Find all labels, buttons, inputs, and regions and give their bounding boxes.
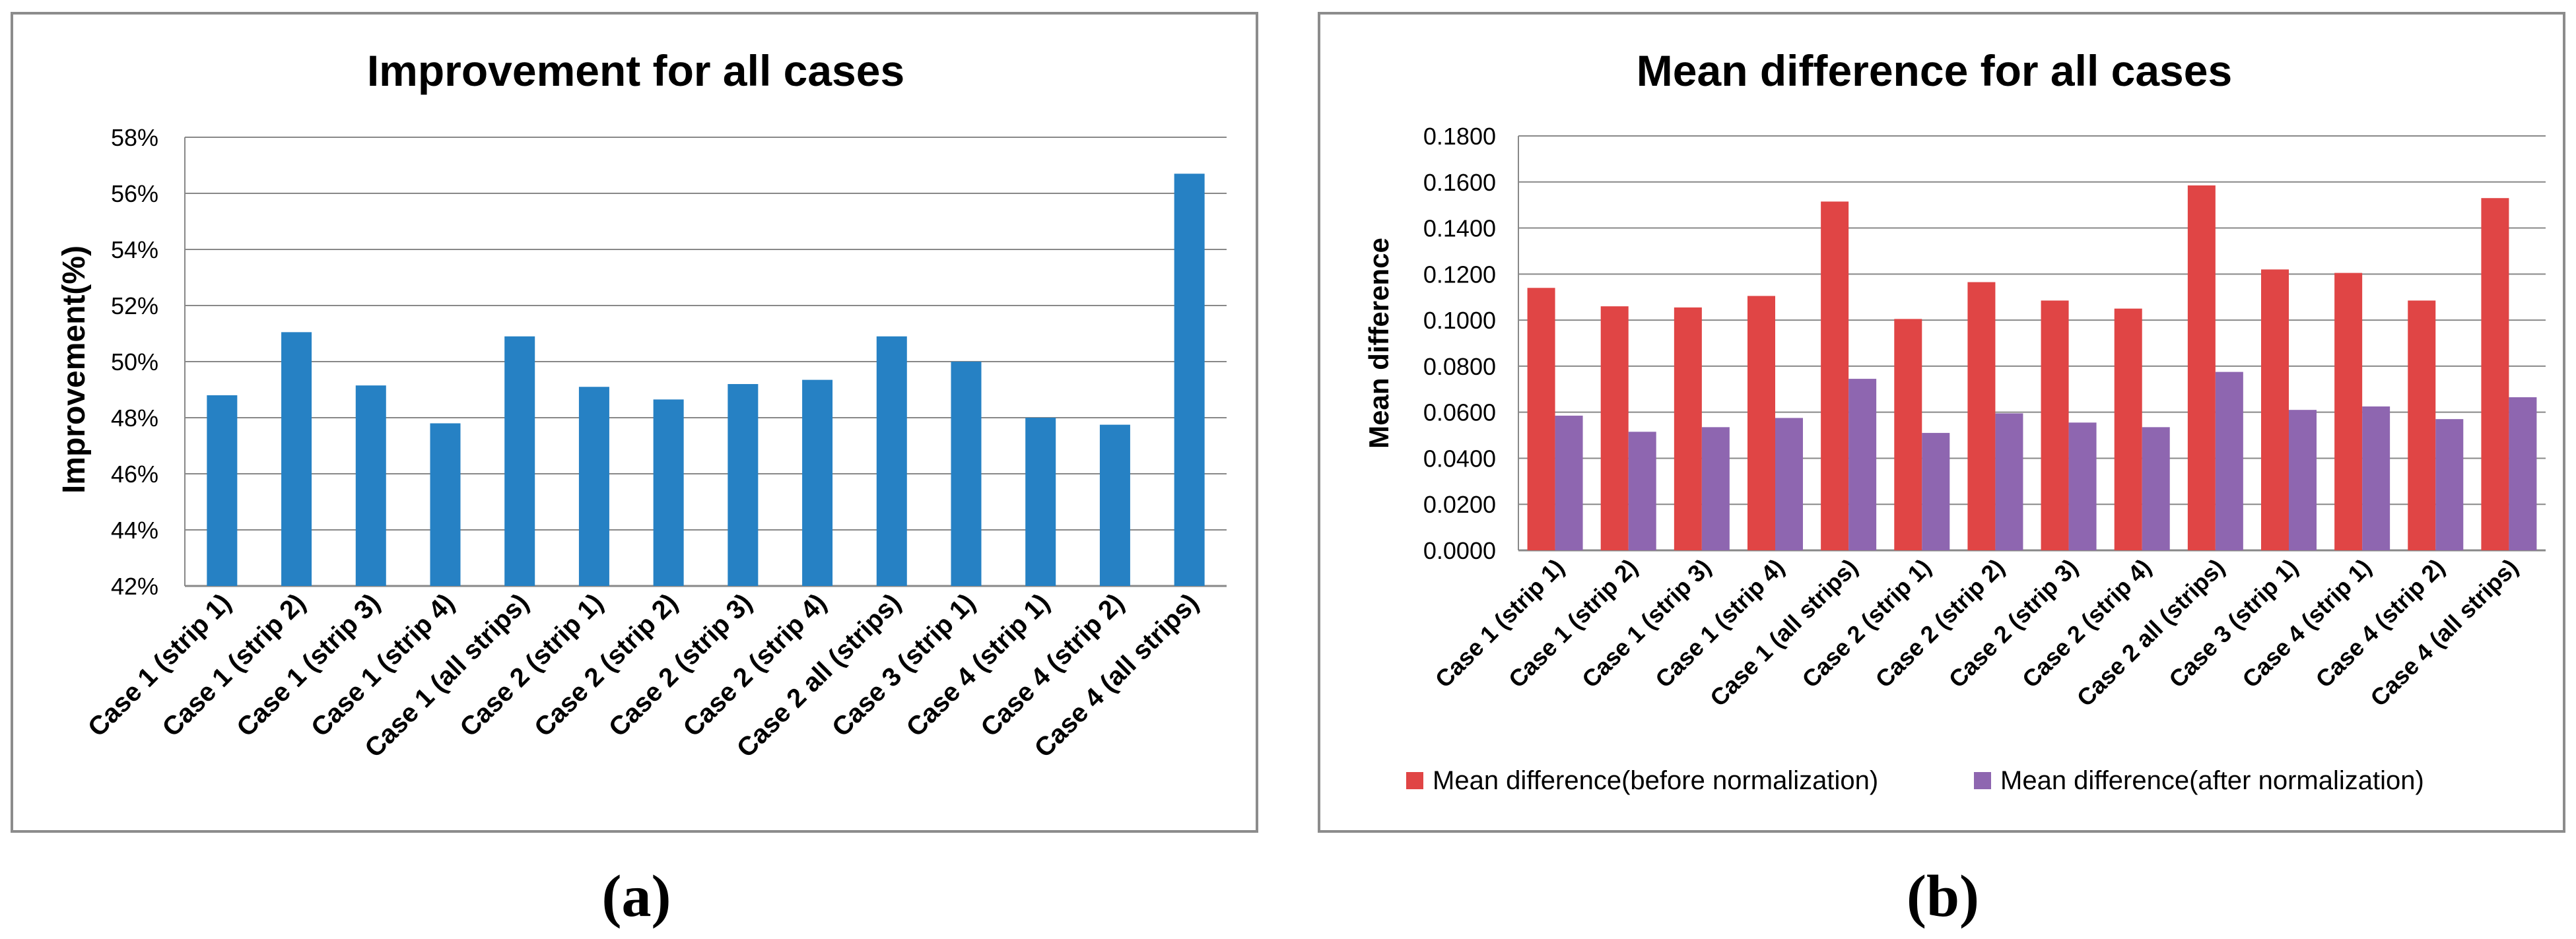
bar-after bbox=[1995, 413, 2023, 550]
chart-b-frame bbox=[1318, 12, 2565, 833]
bar-improvement bbox=[1174, 174, 1205, 586]
y-tick-label: 0.0000 bbox=[1423, 537, 1496, 564]
chart-b-y-axis-label: Mean difference bbox=[1363, 238, 1394, 449]
bar-after bbox=[1775, 418, 1803, 550]
y-tick-label: 0.1400 bbox=[1423, 215, 1496, 242]
y-tick-label: 0.1000 bbox=[1423, 307, 1496, 334]
legend-swatch bbox=[1406, 772, 1423, 789]
legend-label: Mean difference(after normalization) bbox=[2000, 766, 2424, 795]
bar-improvement bbox=[1025, 418, 1056, 586]
bar-before bbox=[2187, 185, 2216, 550]
bar-after bbox=[2435, 419, 2464, 550]
y-tick-label: 58% bbox=[111, 124, 158, 151]
y-tick-label: 44% bbox=[111, 517, 158, 544]
bar-before bbox=[2041, 300, 2069, 550]
y-tick-label: 56% bbox=[111, 180, 158, 207]
bar-improvement bbox=[728, 384, 759, 586]
bar-after bbox=[1628, 432, 1656, 550]
bar-before bbox=[1527, 288, 1555, 550]
bar-before bbox=[2481, 198, 2509, 550]
bar-before bbox=[1674, 307, 1702, 550]
y-tick-label: 0.1200 bbox=[1423, 261, 1496, 288]
bar-before bbox=[2408, 300, 2436, 550]
y-tick-label: 50% bbox=[111, 348, 158, 375]
bar-after bbox=[2509, 397, 2537, 550]
bar-after bbox=[2142, 427, 2170, 550]
bar-improvement bbox=[430, 423, 461, 586]
chart-b-legend: Mean difference(before normalization) Mea… bbox=[1406, 766, 2424, 795]
bar-improvement bbox=[802, 379, 833, 586]
bar-improvement bbox=[1099, 424, 1130, 586]
bar-improvement bbox=[578, 387, 609, 586]
bar-improvement bbox=[281, 332, 312, 586]
bar-before bbox=[2114, 308, 2142, 550]
chart-b-title: Mean difference for all cases bbox=[1637, 46, 2232, 95]
bar-after bbox=[2362, 406, 2390, 550]
y-tick-label: 0.1600 bbox=[1423, 169, 1496, 196]
y-tick-label: 48% bbox=[111, 405, 158, 432]
y-tick-label: 0.0800 bbox=[1423, 353, 1496, 380]
bar-after bbox=[2289, 410, 2317, 550]
panel-label-a: (a) bbox=[602, 864, 671, 929]
bar-after bbox=[1701, 427, 1730, 550]
legend-label: Mean difference(before normalization) bbox=[1433, 766, 1878, 795]
bar-improvement bbox=[876, 336, 907, 586]
y-tick-label: 0.0600 bbox=[1423, 399, 1496, 426]
legend-swatch bbox=[1974, 772, 1991, 789]
y-tick-label: 46% bbox=[111, 461, 158, 488]
bar-before bbox=[1747, 296, 1775, 550]
bar-before bbox=[1821, 201, 1849, 550]
bar-improvement bbox=[355, 385, 386, 586]
chart-a-title: Improvement for all cases bbox=[367, 46, 904, 95]
y-tick-label: 54% bbox=[111, 236, 158, 263]
bar-before bbox=[1967, 282, 1996, 550]
chart-a-frame bbox=[11, 12, 1258, 833]
bar-improvement bbox=[207, 395, 238, 586]
bar-before bbox=[2261, 269, 2289, 550]
panel-label-b: (b) bbox=[1907, 864, 1979, 929]
y-tick-label: 0.0200 bbox=[1423, 491, 1496, 518]
y-tick-label: 52% bbox=[111, 292, 158, 319]
bar-before bbox=[2334, 273, 2363, 550]
y-tick-label: 0.1800 bbox=[1423, 123, 1496, 150]
bar-after bbox=[2068, 422, 2097, 550]
bar-improvement bbox=[653, 399, 684, 586]
bar-after bbox=[1922, 433, 1950, 550]
y-tick-label: 42% bbox=[111, 573, 158, 600]
y-tick-label: 0.0400 bbox=[1423, 445, 1496, 472]
bar-improvement bbox=[504, 336, 535, 586]
bar-after bbox=[1555, 415, 1583, 550]
bar-before bbox=[1894, 319, 1922, 550]
bar-improvement bbox=[951, 362, 982, 586]
bar-before bbox=[1600, 306, 1629, 550]
bar-after bbox=[2215, 372, 2243, 550]
bar-after bbox=[1848, 379, 1877, 550]
chart-a-y-axis-label: Improvement(%) bbox=[57, 245, 92, 494]
